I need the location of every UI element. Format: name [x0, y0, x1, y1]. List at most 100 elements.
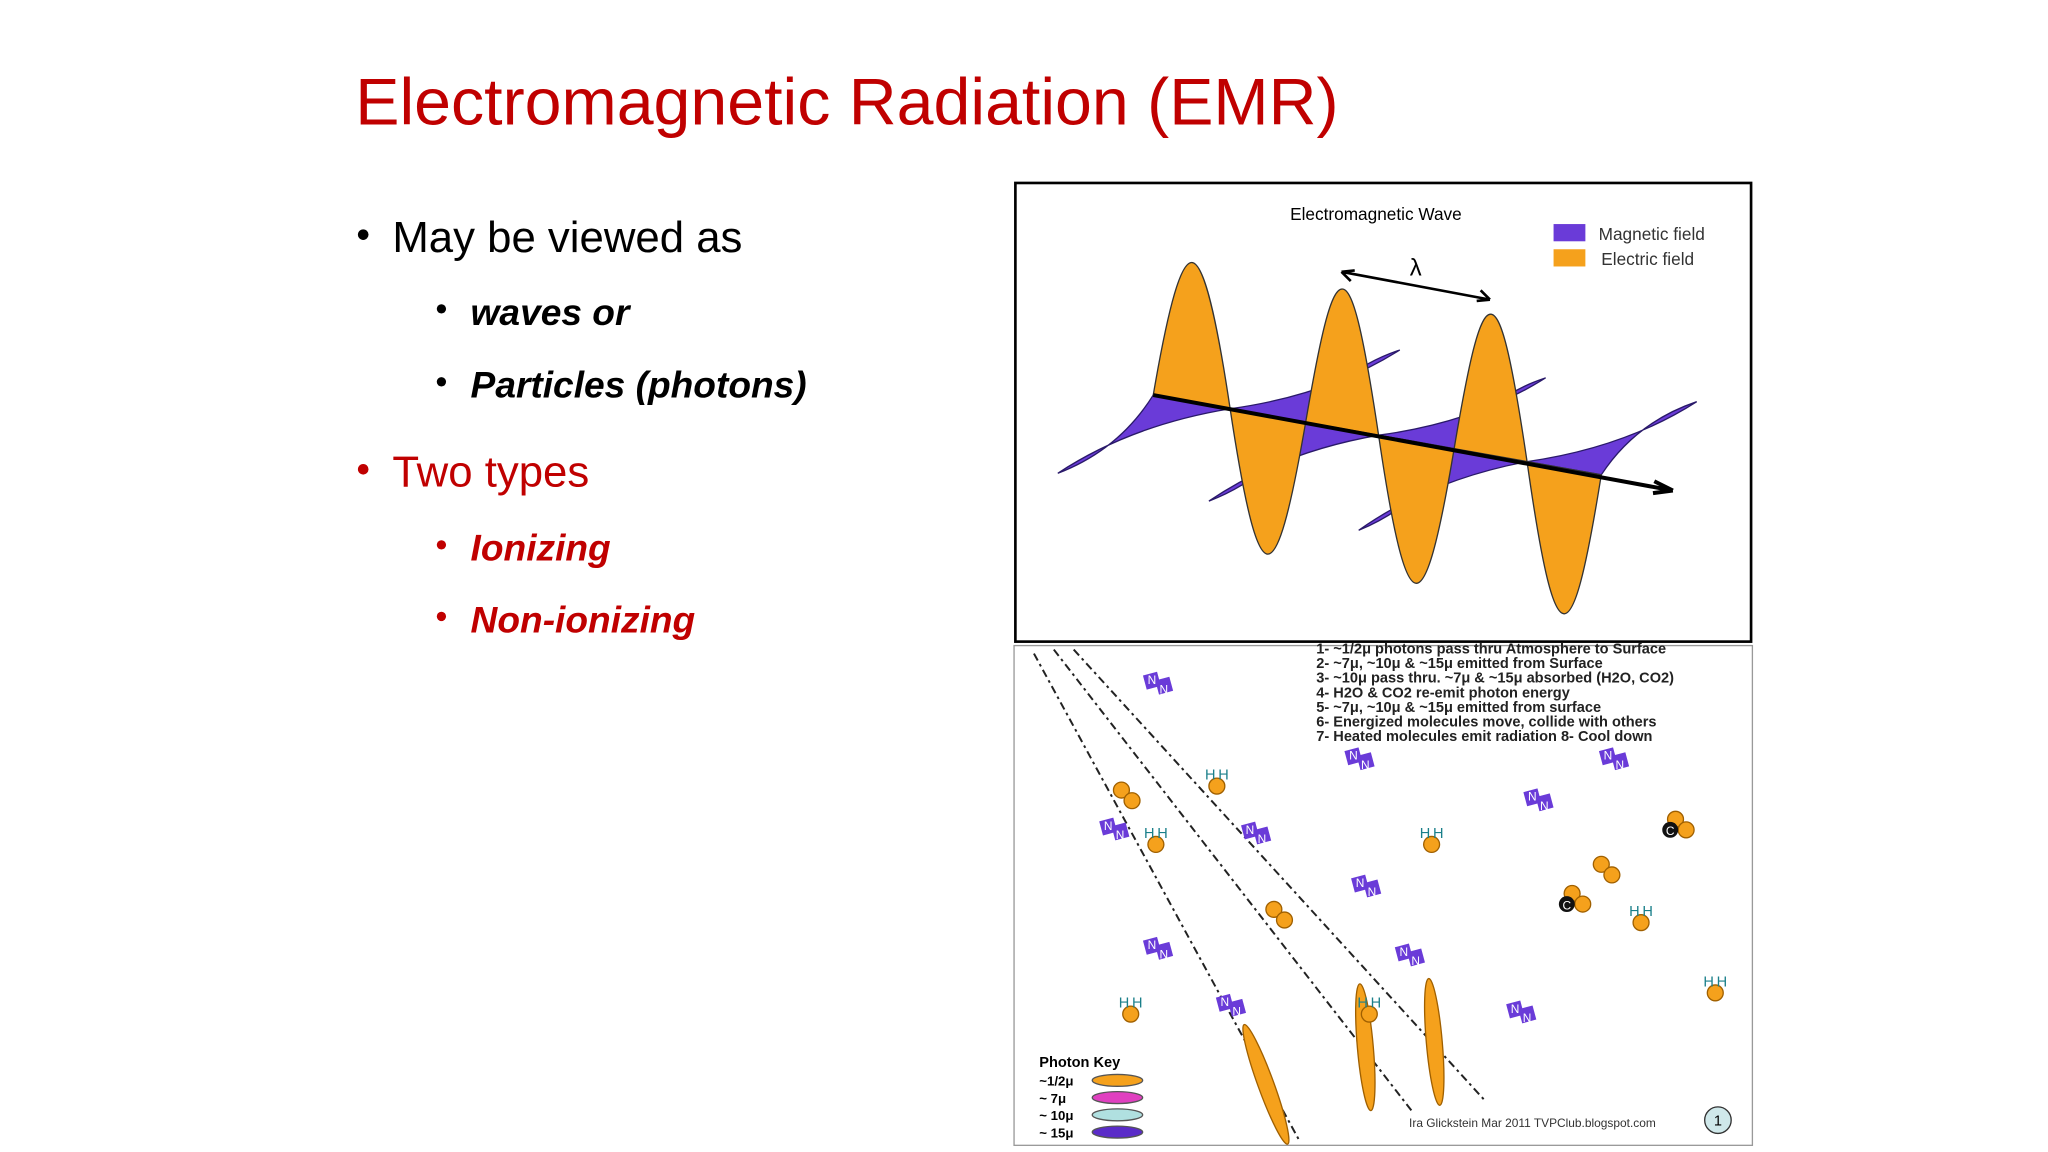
oxygen-atom [1592, 855, 1610, 873]
atom-label: N [1511, 1002, 1520, 1016]
atom-label: N [1148, 673, 1157, 687]
nitrogen-atom [1344, 747, 1363, 766]
nitrogen-atom [1356, 752, 1375, 771]
nitrogen-atom [1111, 822, 1130, 841]
magnetic-lobe [1526, 401, 1698, 476]
key-swatch [1091, 1073, 1144, 1088]
legend-swatch [1553, 249, 1586, 267]
nitrogen-atom [1142, 671, 1161, 690]
magnetic-lobe [1057, 394, 1231, 474]
credit: Ira Glickstein Mar 2011 TVPClub.blogspot… [1409, 1116, 1656, 1130]
atom-label: N [1399, 945, 1408, 959]
electric-lobe [1377, 434, 1455, 584]
propagation-axis [1152, 393, 1674, 496]
atom-label: N [1232, 1004, 1241, 1018]
atom-label: H [1205, 767, 1216, 783]
atom-label: H [1703, 974, 1714, 990]
atom-label: N [1361, 758, 1370, 772]
nitrogen-atom [1228, 998, 1247, 1017]
atom-label: N [1160, 682, 1169, 696]
atom-label: N [1116, 828, 1125, 842]
key-label: ~ 10μ [1039, 1108, 1073, 1123]
note-line: 2- ~7μ, ~10μ & ~15μ emitted from Surface [1316, 656, 1602, 672]
key-swatch [1091, 1108, 1144, 1122]
sub-bullet-dot [436, 540, 447, 550]
nitrogen-atom [1099, 817, 1118, 836]
atom-label: N [1349, 749, 1358, 763]
oxygen-atom [1360, 1005, 1378, 1023]
nitrogen-atom [1215, 993, 1234, 1012]
atom-label: H [1144, 826, 1155, 842]
oxygen-atom [1122, 1005, 1140, 1023]
key-swatch [1091, 1125, 1144, 1139]
sub-bullet-text: waves or [471, 291, 632, 333]
greenhouse-figure: 1- ~1/2μ photons pass thru Atmosphere to… [1013, 642, 1754, 1146]
key-title: Photon Key [1039, 1055, 1121, 1071]
nitrogen-atom [1535, 793, 1554, 812]
note-line: 7- Heated molecules emit radiation 8- Co… [1316, 729, 1652, 745]
note-line: 6- Energized molecules move, collide wit… [1316, 714, 1656, 730]
bullet-list: May be viewed as waves or Particles (photo… [357, 213, 807, 640]
note-line: 4- H2O & CO2 re-emit photon energy [1316, 685, 1570, 701]
atom-label: C [1563, 898, 1572, 912]
oxygen-atom [1603, 866, 1621, 884]
nitrogen-atom [1155, 676, 1174, 695]
bullet-dot [357, 463, 369, 475]
sub-bullet-text: Particles (photons) [471, 364, 807, 406]
note-line: 5- ~7μ, ~10μ & ~15μ emitted from surface [1316, 700, 1601, 716]
atom-label: H [1119, 995, 1130, 1011]
wave-figure: Electromagnetic Wave Magnetic field Electr… [1014, 181, 1753, 643]
nitrogen-atom [1351, 874, 1369, 893]
atom-label: C [1666, 824, 1675, 838]
oxygen-atom [1265, 900, 1283, 918]
legend-label: Electric field [1601, 249, 1694, 269]
note-line: 3- ~10μ pass thru. ~7μ & ~15μ absorbed (… [1316, 671, 1674, 687]
oxygen-atom [1147, 835, 1165, 854]
nitrogen-atom [1518, 1005, 1537, 1024]
atom-label: N [1523, 1011, 1532, 1025]
nitrogen-atom [1611, 752, 1630, 771]
atom-label: H [1218, 767, 1229, 783]
photon [1423, 977, 1445, 1106]
oxygen-atom [1677, 821, 1695, 839]
oxygen-atom [1632, 914, 1650, 932]
sub-bullet-text: Ionizing [471, 527, 611, 569]
nitrogen-atom [1394, 943, 1413, 962]
photon-path [1053, 648, 1413, 1112]
sub-bullet-dot [436, 611, 447, 622]
atom-label: N [1540, 799, 1549, 813]
electric-lobe [1453, 313, 1528, 463]
nitrogen-atom [1523, 788, 1542, 807]
atom-label: H [1717, 974, 1728, 990]
figure-frame [1014, 181, 1753, 643]
nitrogen-atom [1598, 747, 1617, 766]
atom-label: N [1221, 995, 1230, 1009]
nitrogen-atom [1253, 826, 1272, 845]
atom-label: N [1368, 885, 1377, 899]
atom-label: H [1357, 995, 1368, 1011]
oxygen-atom [1112, 781, 1131, 799]
electric-lobe [1152, 261, 1231, 410]
bullet-dot [357, 229, 369, 240]
lambda-symbol: λ [1410, 255, 1422, 282]
carbon-atom [1558, 896, 1575, 913]
sub-bullet-dot [436, 304, 447, 314]
atom-label: H [1433, 826, 1444, 842]
badge-label: 1 [1714, 1113, 1722, 1129]
sub-bullet-dot [436, 377, 447, 387]
oxygen-atom [1208, 777, 1226, 795]
badge [1704, 1106, 1732, 1135]
atom-label: H [1420, 826, 1431, 842]
atom-label: H [1642, 904, 1653, 920]
atom-label: H [1157, 826, 1168, 842]
nitrogen-atom [1407, 948, 1425, 967]
oxygen-atom [1574, 895, 1592, 913]
electric-lobe [1229, 407, 1307, 555]
atom-label: H [1132, 995, 1143, 1011]
figure-title: Electromagnetic Wave [1290, 204, 1462, 224]
nitrogen-atom [1155, 941, 1174, 960]
atom-label: H [1629, 904, 1640, 920]
atom-label: N [1356, 876, 1365, 890]
key-label: ~1/2μ [1039, 1074, 1073, 1089]
